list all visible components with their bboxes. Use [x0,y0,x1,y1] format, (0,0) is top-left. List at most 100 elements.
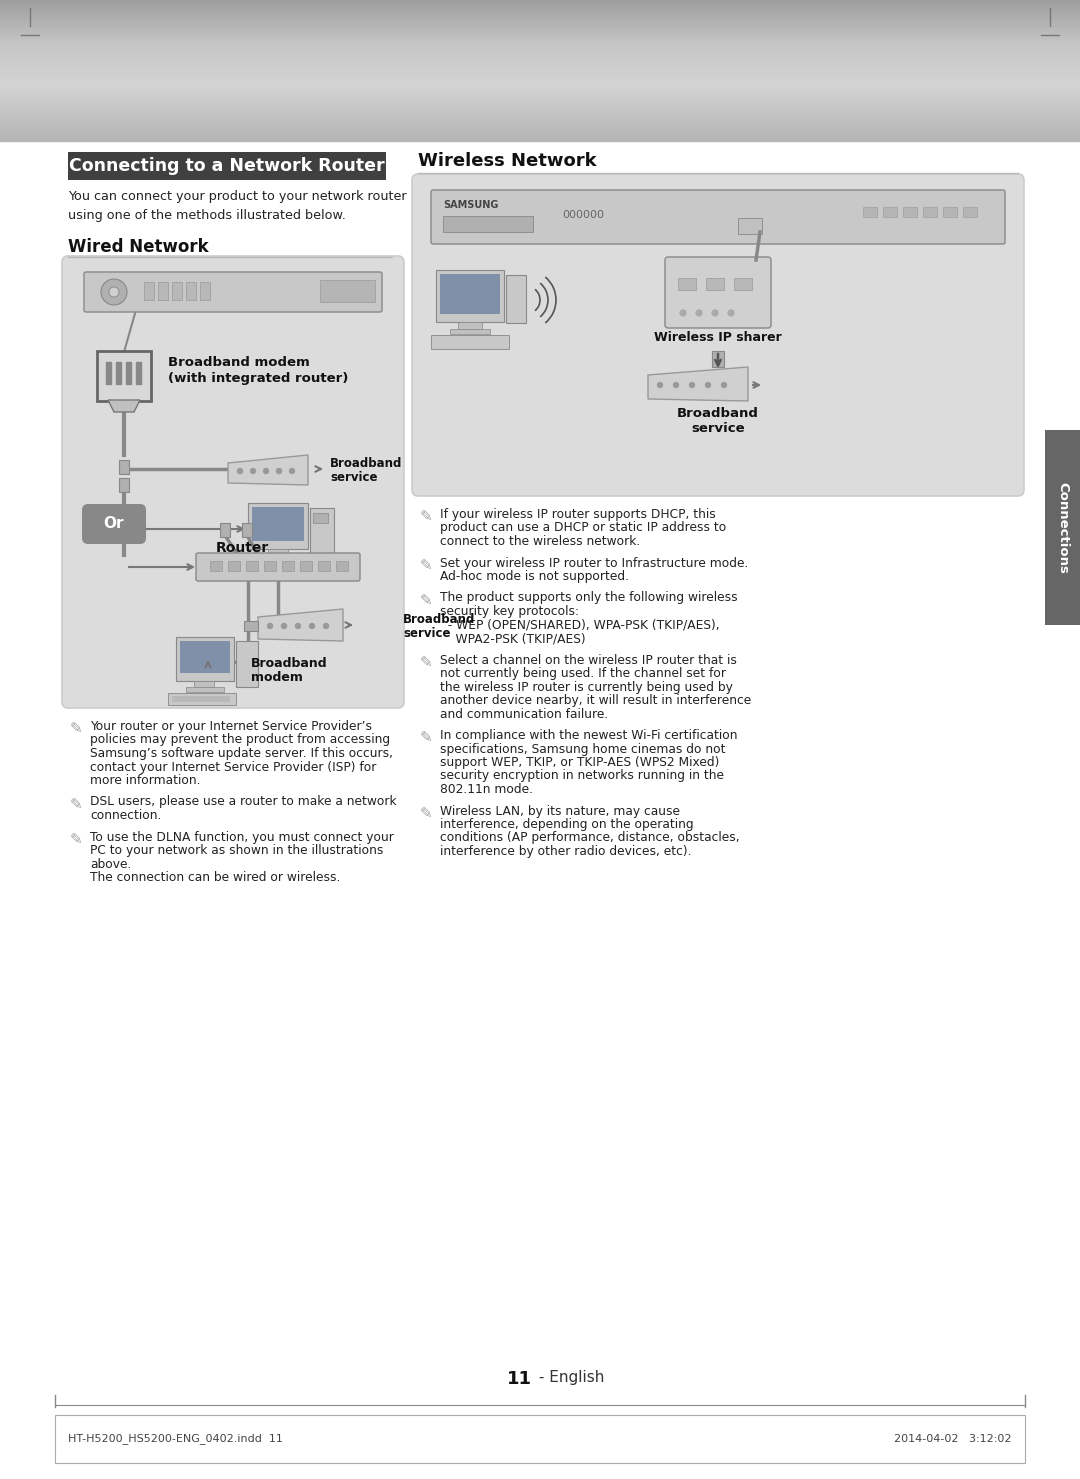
Text: and communication failure.: and communication failure. [440,707,608,720]
Bar [0,9,1080,12]
Circle shape [689,383,694,387]
Text: the wireless IP router is currently being used by: the wireless IP router is currently bein… [440,680,733,694]
Polygon shape [108,399,140,413]
Bar [144,282,154,300]
Text: If your wireless IP router supports DHCP, this: If your wireless IP router supports DHCP… [440,507,716,521]
Bar [119,460,129,473]
Bar [244,621,258,632]
Text: support WEP, TKIP, or TKIP-AES (WPS2 Mixed): support WEP, TKIP, or TKIP-AES (WPS2 Mix… [440,756,719,769]
Text: HT-H5200_HS5200-ENG_0402.indd  11: HT-H5200_HS5200-ENG_0402.indd 11 [68,1433,283,1445]
Polygon shape [228,456,308,485]
Bar [0,78,1080,81]
Bar [0,16,1080,19]
Circle shape [109,287,119,297]
Text: 2014-04-02   3:12:02: 2014-04-02 3:12:02 [894,1435,1012,1444]
Bar [0,115,1080,118]
Text: not currently being used. If the channel set for: not currently being used. If the channel… [440,667,726,680]
Text: Your router or your Internet Service Provider’s: Your router or your Internet Service Pro… [90,720,372,734]
Bar [458,322,482,328]
Circle shape [296,624,300,629]
Bar [106,362,111,385]
Text: Wireless Network: Wireless Network [418,152,596,170]
Bar [200,282,210,300]
Circle shape [696,311,702,317]
Bar [0,50,1080,53]
Text: interference by other radio devices, etc).: interference by other radio devices, etc… [440,845,691,858]
Bar [0,40,1080,43]
Circle shape [721,383,727,387]
FancyBboxPatch shape [195,553,360,581]
Circle shape [712,311,718,317]
Text: Wired Network: Wired Network [68,238,208,256]
Bar [210,561,222,571]
Text: (with integrated router): (with integrated router) [168,373,349,385]
Text: 000000: 000000 [562,210,604,220]
Bar [0,70,1080,72]
Bar [0,52,1080,55]
Text: more information.: more information. [90,774,201,787]
Text: contact your Internet Service Provider (ISP) for: contact your Internet Service Provider (… [90,760,376,774]
Bar [68,152,386,180]
Bar [119,478,129,493]
Bar [436,271,504,322]
Bar [180,640,230,673]
Bar [0,114,1080,117]
Bar [0,127,1080,130]
Bar [0,65,1080,68]
Bar [0,19,1080,22]
Text: conditions (AP performance, distance, obstacles,: conditions (AP performance, distance, ob… [440,831,740,845]
Text: Connecting to a Network Router: Connecting to a Network Router [69,157,384,175]
Circle shape [680,311,686,317]
Bar [0,64,1080,65]
Bar [0,132,1080,135]
Bar [0,72,1080,74]
Bar [0,104,1080,106]
Text: ✎: ✎ [420,731,432,745]
Bar [0,68,1080,71]
Text: Ad-hoc mode is not supported.: Ad-hoc mode is not supported. [440,569,629,583]
Bar [440,274,500,314]
Circle shape [705,383,711,387]
Bar [0,102,1080,104]
Text: service: service [403,627,450,640]
Bar [0,27,1080,30]
Bar [252,507,303,541]
Bar [0,22,1080,25]
Bar [863,207,877,217]
Text: Samsung’s software update server. If this occurs,: Samsung’s software update server. If thi… [90,747,393,760]
Bar [237,640,258,688]
Bar [0,117,1080,120]
Bar [0,138,1080,141]
Text: ✎: ✎ [420,593,432,608]
Bar [0,123,1080,126]
Text: connection.: connection. [90,809,161,822]
Text: security encryption in networks running in the: security encryption in networks running … [440,769,724,782]
Bar [136,362,141,385]
Text: You can connect your product to your network router
using one of the methods ill: You can connect your product to your net… [68,189,407,222]
Bar [0,84,1080,87]
Bar [300,561,312,571]
Bar [0,41,1080,44]
Bar [903,207,917,217]
Bar [0,87,1080,90]
Bar [0,55,1080,58]
Bar [443,216,534,232]
Text: Broadband: Broadband [403,612,475,626]
Circle shape [238,469,243,473]
Text: Wireless LAN, by its nature, may cause: Wireless LAN, by its nature, may cause [440,805,680,818]
Bar [0,18,1080,21]
Bar [320,280,375,302]
Bar [0,61,1080,64]
Bar [0,49,1080,52]
Bar [0,124,1080,127]
Text: service: service [330,470,378,484]
Circle shape [264,469,269,473]
Text: policies may prevent the product from accessing: policies may prevent the product from ac… [90,734,390,747]
Text: Connections: Connections [1056,482,1069,574]
Bar [706,278,724,290]
Bar [0,0,1080,3]
Bar [0,12,1080,15]
Bar [220,524,230,537]
Text: service: service [691,422,745,435]
Bar [0,92,1080,93]
